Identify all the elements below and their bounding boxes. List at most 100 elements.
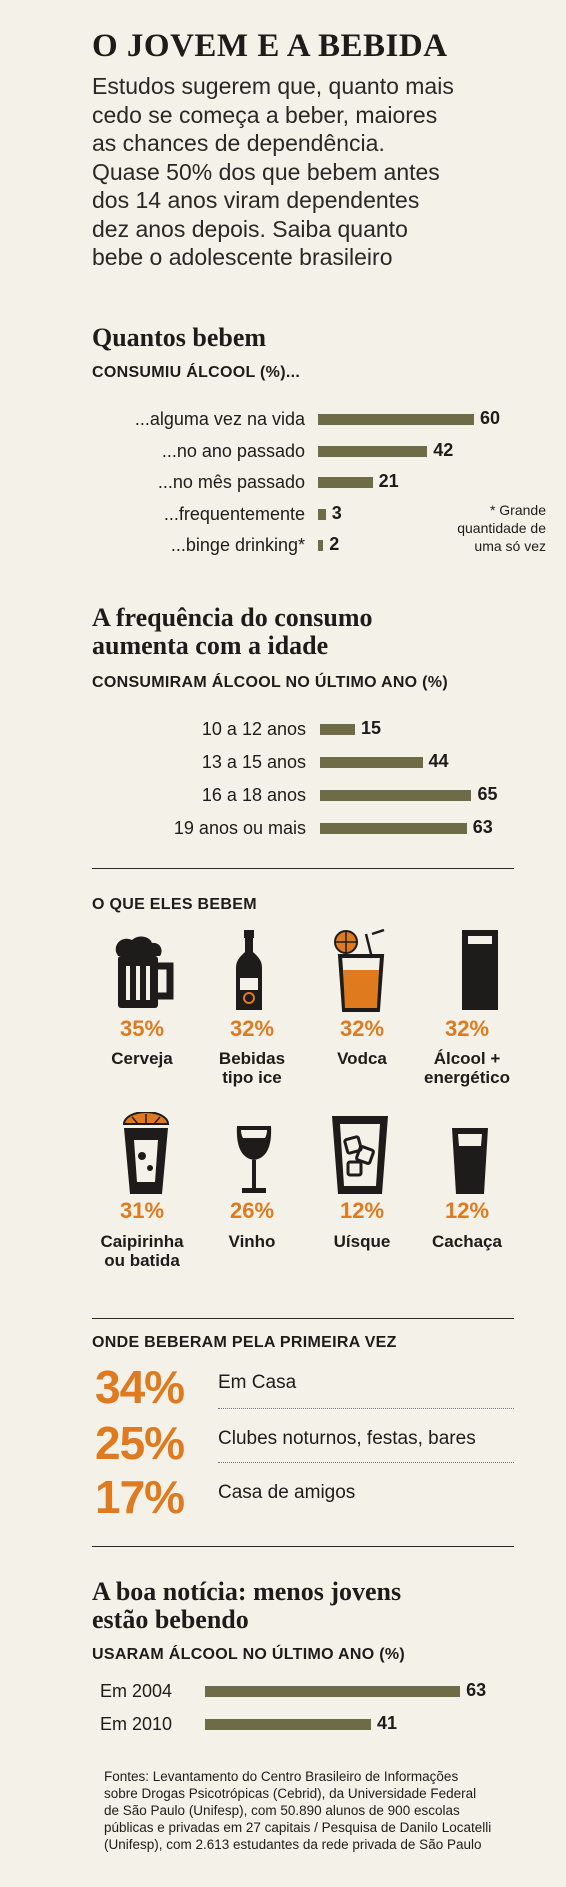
source-line: sobre Drogas Psicotrópicas (Cebrid), da … bbox=[104, 1786, 477, 1801]
note-line: quantidade de bbox=[457, 520, 546, 536]
bar-label: ...no mês passado bbox=[157, 472, 305, 492]
divider bbox=[92, 1546, 514, 1547]
bar-value: 21 bbox=[378, 471, 399, 491]
drink-percent: 12% bbox=[444, 1198, 490, 1223]
drink-percent: 32% bbox=[229, 1016, 275, 1041]
bar-label: 13 a 15 anos bbox=[201, 752, 306, 772]
intro-line: cedo se começa a beber, maiores bbox=[92, 101, 438, 128]
drink-percent: 26% bbox=[229, 1198, 275, 1223]
bar-value: 65 bbox=[477, 784, 498, 804]
title-line: estão bebendo bbox=[92, 1605, 249, 1634]
energy-drink-glass-icon bbox=[462, 930, 498, 1010]
intro-line: dos 14 anos viram dependentes bbox=[92, 187, 420, 213]
bar bbox=[318, 414, 474, 425]
title-line: aumenta com a idade bbox=[92, 631, 329, 660]
source-line: Fontes: Levantamento do Centro Brasileir… bbox=[104, 1769, 459, 1784]
bar-value: 63 bbox=[466, 1680, 487, 1700]
note-line: uma só vez bbox=[474, 538, 546, 554]
bar-label: Em 2004 bbox=[100, 1681, 173, 1701]
bar-value: 3 bbox=[331, 502, 342, 523]
bar-label: ...alguma vez na vida bbox=[134, 409, 305, 429]
drink-label-line: tipo ice bbox=[222, 1068, 282, 1087]
place-percent: 34% bbox=[95, 1361, 185, 1413]
drink-percent: 35% bbox=[119, 1016, 165, 1041]
title-line: A frequência do consumo bbox=[92, 603, 373, 632]
intro-line: bebe o adolescente brasileiro bbox=[92, 244, 393, 270]
binge-note: * Grande quantidade de uma só vez bbox=[410, 501, 546, 555]
bar-label: ...frequentemente bbox=[163, 503, 305, 524]
note-line: * Grande bbox=[489, 502, 546, 518]
bar-label: Em 2010 bbox=[100, 1714, 173, 1734]
bar bbox=[320, 757, 423, 768]
intro-line: Estudos sugerem que, quanto mais bbox=[92, 73, 454, 99]
drink-label-line: Caipirinha bbox=[100, 1232, 184, 1251]
drink-label: Caipirinha ou batida bbox=[87, 1232, 197, 1270]
bar-label: ...no ano passado bbox=[161, 440, 305, 461]
frequencia-title: A frequência do consumo aumenta com a id… bbox=[92, 604, 373, 660]
bar-value: 63 bbox=[472, 817, 493, 837]
drink-label: Bebidas tipo ice bbox=[197, 1049, 307, 1087]
drink-label: Álcool + energético bbox=[412, 1049, 522, 1087]
drink-label: Vinho bbox=[228, 1232, 276, 1251]
intro-line: as chances de dependência. bbox=[92, 130, 385, 156]
bar bbox=[318, 508, 326, 520]
o-que-bebem-title: O QUE ELES BEBEM bbox=[92, 896, 257, 913]
primeira-vez-title: ONDE BEBERAM PELA PRIMEIRA VEZ bbox=[92, 1334, 397, 1351]
boa-noticia-title: A boa notícia: menos jovens estão bebend… bbox=[92, 1578, 401, 1634]
divider bbox=[92, 1318, 514, 1319]
place-label: Casa de amigos bbox=[218, 1482, 356, 1503]
bar bbox=[205, 1719, 372, 1730]
place-label: Clubes noturnos, festas, bares bbox=[218, 1428, 476, 1449]
sources: Fontes: Levantamento do Centro Brasileir… bbox=[104, 1768, 514, 1853]
ice-bottle-icon bbox=[236, 930, 262, 1010]
drink-label: Vodca bbox=[337, 1049, 387, 1068]
bar bbox=[320, 724, 355, 735]
wine-glass-icon bbox=[236, 1126, 272, 1193]
place-label: Em Casa bbox=[218, 1372, 297, 1393]
bar bbox=[205, 1686, 461, 1697]
bar bbox=[320, 790, 472, 801]
dotted-separator bbox=[218, 1408, 514, 1409]
bar bbox=[318, 445, 428, 457]
source-line: de São Paulo (Unifesp), com 50.890 aluno… bbox=[104, 1803, 460, 1818]
intro-line: dez anos depois. Saiba quanto bbox=[92, 215, 408, 242]
bar-label: 16 a 18 anos bbox=[201, 785, 306, 805]
vodka-glass-icon bbox=[334, 928, 385, 1012]
frequencia-subtitle: CONSUMIRAM ÁLCOOL NO ÚLTIMO ANO (%) bbox=[92, 674, 448, 691]
quantos-bebem-subtitle: CONSUMIU ÁLCOOL (%)... bbox=[92, 364, 301, 381]
source-line: (Unifesp), com 2.613 estudantes da rede … bbox=[104, 1837, 482, 1852]
drink-label-line: Bebidas bbox=[218, 1049, 286, 1068]
intro-text: Estudos sugerem que, quanto mais cedo se… bbox=[92, 72, 522, 272]
bar-value: 15 bbox=[360, 718, 381, 738]
drink-percent: 32% bbox=[339, 1016, 385, 1041]
drink-label: Uísque bbox=[333, 1232, 391, 1251]
place-percent: 25% bbox=[95, 1417, 185, 1469]
drink-label: Cachaça bbox=[432, 1232, 502, 1251]
bar-value: 60 bbox=[480, 408, 501, 428]
bar bbox=[318, 477, 373, 488]
drink-label-line: ou batida bbox=[104, 1251, 180, 1270]
caipirinha-glass-icon bbox=[122, 1112, 170, 1194]
bar-label: 10 a 12 anos bbox=[201, 719, 306, 739]
shot-glass-icon bbox=[452, 1128, 488, 1194]
drink-label-line: energético bbox=[424, 1068, 510, 1087]
bar-label: 19 anos ou mais bbox=[173, 818, 306, 838]
bar bbox=[320, 823, 467, 834]
page-title: O JOVEM E A BEBIDA bbox=[92, 28, 448, 64]
beer-mug-icon bbox=[115, 936, 174, 1008]
drink-percent: 31% bbox=[119, 1198, 165, 1223]
bar bbox=[318, 540, 324, 551]
bar-value: 41 bbox=[377, 1713, 398, 1733]
intro-line: Quase 50% dos que bebem antes bbox=[92, 158, 440, 185]
place-percent: 17% bbox=[95, 1471, 185, 1523]
title-line: A boa notícia: menos jovens bbox=[92, 1577, 402, 1606]
dotted-separator bbox=[218, 1462, 514, 1463]
whisky-glass-icon bbox=[332, 1116, 388, 1194]
boa-noticia-subtitle: USARAM ÁLCOOL NO ÚLTIMO ANO (%) bbox=[92, 1646, 405, 1663]
drink-label: Cerveja bbox=[111, 1049, 173, 1068]
drink-percent: 32% bbox=[444, 1016, 490, 1041]
divider bbox=[92, 868, 514, 869]
bar-label: ...binge drinking* bbox=[170, 535, 305, 555]
drink-label-line: Álcool + bbox=[433, 1049, 501, 1068]
